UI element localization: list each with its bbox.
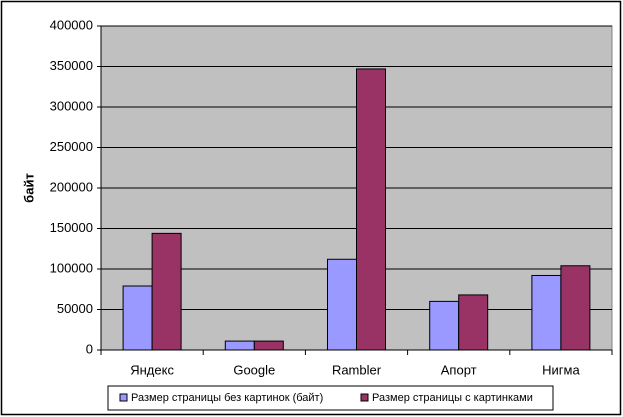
x-tick-label: Нигма bbox=[542, 362, 580, 377]
y-tick-label: 0 bbox=[86, 341, 93, 356]
x-tick-label: Яндекс bbox=[130, 362, 174, 377]
bar bbox=[560, 265, 591, 351]
legend-swatch bbox=[360, 393, 369, 402]
x-tick-label: Rambler bbox=[332, 362, 382, 377]
bar bbox=[458, 294, 489, 351]
y-tick-label: 400000 bbox=[50, 17, 93, 32]
x-tick-label: Апорт bbox=[441, 362, 477, 377]
y-tick-label: 250000 bbox=[50, 139, 93, 154]
y-tick-label: 300000 bbox=[50, 98, 93, 113]
bar bbox=[531, 274, 562, 351]
y-tick-label: 200000 bbox=[50, 179, 93, 194]
y-axis-label: байт bbox=[21, 173, 36, 203]
y-tick-label: 50000 bbox=[57, 301, 93, 316]
y-tick-label: 350000 bbox=[50, 58, 93, 73]
legend-swatch bbox=[119, 393, 128, 402]
bar bbox=[356, 68, 386, 351]
y-tick-label: 100000 bbox=[50, 260, 93, 275]
x-tick-label: Google bbox=[233, 362, 275, 377]
bar bbox=[122, 285, 153, 351]
y-tick-label: 150000 bbox=[50, 220, 93, 235]
bar bbox=[151, 232, 182, 351]
legend-box bbox=[107, 385, 554, 411]
legend-label: Размер страницы без картинок (байт) bbox=[131, 392, 323, 404]
bar bbox=[429, 300, 460, 351]
bar bbox=[327, 258, 357, 351]
bar bbox=[224, 340, 255, 351]
bar bbox=[253, 340, 284, 351]
legend-label: Размер страницы с картинками bbox=[372, 392, 533, 404]
